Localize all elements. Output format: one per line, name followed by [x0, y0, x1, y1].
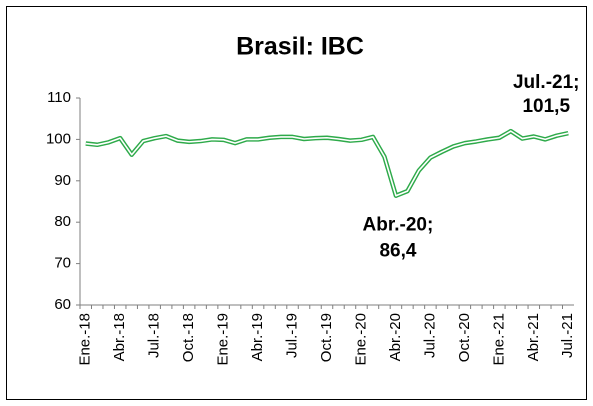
y-tick-label: 100: [46, 130, 71, 147]
x-tick-label: Abr.-21: [525, 313, 542, 361]
series-line-highlight: [85, 130, 569, 197]
x-tick-label: Oct.-18: [180, 313, 197, 362]
chart-frame: [6, 6, 587, 400]
y-tick-label: 70: [54, 255, 71, 272]
data-label: Abr.-20;: [363, 215, 434, 236]
x-tick-label: Ene.-19: [215, 313, 232, 366]
x-tick-label: Ene.-21: [490, 313, 507, 366]
x-tick-label: Ene.-18: [77, 313, 94, 366]
x-tick-label: Jul.-21: [559, 313, 576, 358]
x-tick-label: Jul.-19: [284, 313, 301, 358]
x-tick-label: Ene.-20: [352, 313, 369, 366]
x-tick-label: Jul.-18: [146, 313, 163, 358]
data-label: 101,5: [522, 96, 570, 117]
x-tick-label: Oct.-20: [456, 313, 473, 362]
x-tick-label: Jul.-20: [421, 313, 438, 358]
chart-title: Brasil: IBC: [236, 33, 364, 61]
x-tick-label: Oct.-19: [318, 313, 335, 362]
x-tick-label: Abr.-19: [249, 313, 266, 361]
y-tick-label: 80: [54, 213, 71, 230]
y-tick-label: 90: [54, 172, 71, 189]
y-tick-label: 60: [54, 296, 71, 313]
y-tick-label: 110: [47, 89, 71, 106]
x-tick-label: Abr.-20: [387, 313, 404, 361]
data-label: 86,4: [379, 241, 416, 262]
data-label: Jul.-21;: [513, 72, 580, 93]
x-tick-label: Abr.-18: [111, 313, 128, 361]
